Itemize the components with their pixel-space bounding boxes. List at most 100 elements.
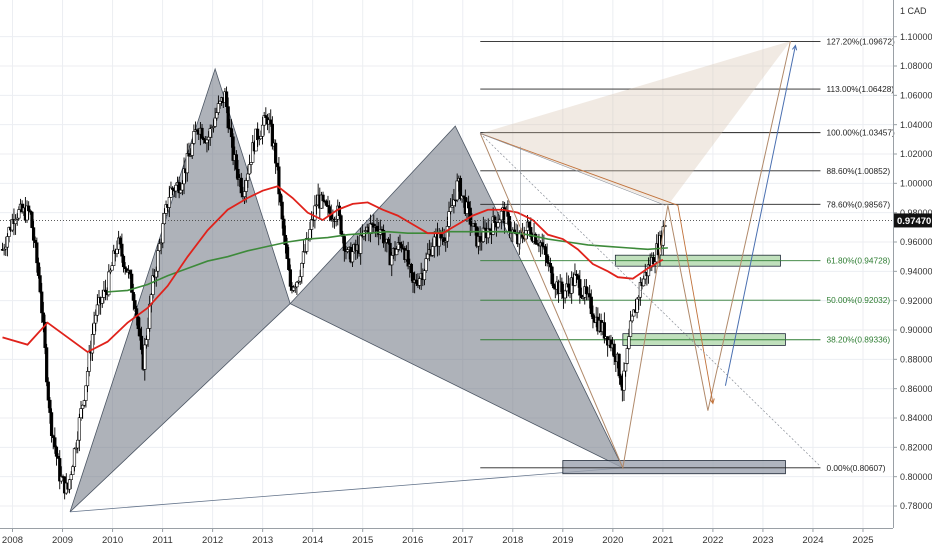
- price-bar-body: [573, 273, 577, 286]
- price-bar-body: [259, 136, 263, 140]
- price-bar-body: [274, 142, 278, 164]
- price-bar-body: [339, 215, 343, 235]
- projection-path[interactable]: [479, 40, 791, 470]
- price-bar-body: [46, 381, 50, 401]
- price-bar-body: [632, 309, 636, 317]
- price-bar-body: [288, 269, 292, 287]
- price-bar-body: [49, 412, 54, 437]
- price-bar-body: [143, 344, 147, 370]
- fib-level-label: 50.00%(0.92032): [826, 295, 890, 305]
- price-bar-body: [69, 474, 73, 480]
- y-tick-label: 0.78000: [900, 501, 932, 511]
- price-bar-body: [95, 304, 99, 316]
- price-bar-body: [661, 226, 665, 246]
- price-bar-body: [138, 328, 142, 337]
- price-bar-body: [324, 200, 328, 206]
- y-tick-label: 0.98000: [900, 208, 932, 218]
- price-bar-body: [612, 343, 616, 357]
- fib-level-label: 0.00%(0.80607): [826, 463, 885, 473]
- price-bar-body: [82, 400, 86, 406]
- projection-lines[interactable]: [479, 40, 821, 470]
- price-bar-body: [48, 399, 52, 413]
- price-bar-body: [123, 266, 127, 269]
- price-bar-body: [625, 348, 629, 364]
- price-bar-body: [256, 128, 260, 141]
- price-bar-body: [216, 103, 220, 113]
- price-bar-body: [87, 350, 91, 372]
- fib-level-label: 38.20%(0.89336): [826, 335, 890, 345]
- price-bar-body: [473, 223, 477, 228]
- price-bar-body: [499, 210, 503, 221]
- price-bar-body: [426, 253, 430, 260]
- price-bar-body: [310, 219, 314, 230]
- price-bar-body: [84, 385, 88, 401]
- fib-level-label: 113.00%(1.06428): [826, 84, 894, 94]
- y-tick-label: 0.80000: [900, 472, 932, 482]
- y-tick-label: 1.08000: [900, 61, 932, 71]
- price-bar-body: [27, 205, 31, 212]
- price-bar-body: [38, 275, 42, 293]
- target-zone-3[interactable]: [562, 460, 786, 475]
- x-tick-label: 2012: [202, 535, 223, 546]
- price-bar-body: [481, 227, 485, 242]
- price-bar-body: [278, 193, 283, 203]
- price-bar-body: [249, 162, 253, 165]
- price-bar-body: [635, 298, 639, 313]
- y-tick-label: 1.04000: [900, 120, 932, 130]
- price-bar-body: [108, 269, 113, 273]
- price-bar-body: [496, 222, 500, 228]
- x-tick-label: 2011: [152, 535, 172, 546]
- last-price-badge: [894, 213, 932, 228]
- price-bar-body: [406, 250, 410, 267]
- y-axis[interactable]: 0.78000 0.80000 0.82000 0.84000 0.86000 0.880…: [893, 32, 932, 511]
- price-bar-body: [257, 138, 261, 141]
- price-bar-body: [313, 205, 317, 221]
- y-tick-label: 0.86000: [900, 384, 932, 394]
- pattern-triangle-bcd[interactable]: [289, 125, 624, 469]
- price-bar-body: [422, 270, 427, 281]
- price-bar-body: [192, 131, 196, 144]
- price-bar-body: [414, 279, 418, 284]
- projection-path-secondary[interactable]: [480, 133, 714, 404]
- price-bar-body: [115, 248, 119, 254]
- ma-fast-line: [2, 185, 664, 354]
- price-bar-body: [208, 128, 212, 138]
- harmonic-pattern[interactable]: [69, 67, 624, 513]
- price-bar-body: [94, 314, 98, 324]
- price-bar-body: [244, 180, 248, 192]
- projection-arrow-line[interactable]: [724, 45, 796, 386]
- price-bar-body: [72, 448, 77, 468]
- price-bar-body: [534, 233, 538, 244]
- price-bar-body: [619, 375, 623, 385]
- price-bar-body: [624, 363, 628, 372]
- price-bar-body: [53, 437, 57, 448]
- price-bar-body: [247, 164, 252, 175]
- projection-helper-line: [480, 133, 821, 467]
- price-bar-body: [242, 191, 247, 197]
- price-bar-body: [167, 197, 171, 208]
- y-tick-label: 0.84000: [900, 413, 932, 423]
- x-axis[interactable]: 2008 2009 2010 2011 2012 2013 2014 2015 2016 2017…: [2, 528, 874, 546]
- price-bar-body: [120, 243, 124, 257]
- x-tick-label: 2023: [752, 535, 773, 546]
- x-tick-label: 2010: [102, 535, 123, 546]
- price-bars: [0, 86, 667, 500]
- price-bar-body: [107, 271, 111, 296]
- x-tick-label: 2020: [602, 535, 623, 546]
- price-bar-body: [185, 153, 189, 174]
- price-bar-body: [190, 143, 194, 156]
- x-tick-label: 2018: [502, 535, 523, 546]
- price-bar-body: [41, 312, 45, 323]
- price-bar-body: [550, 266, 554, 285]
- y-tick-label: 1.00000: [900, 179, 932, 189]
- projection-helper-line-2: [480, 133, 666, 206]
- pattern-triangle-xab[interactable]: [69, 67, 291, 513]
- price-bar-body: [432, 236, 436, 247]
- price-bar-body: [350, 251, 355, 263]
- price-bar-body: [638, 282, 642, 298]
- price-bar-body: [622, 370, 626, 391]
- fib-level-label: 61.80%(0.94728): [826, 256, 890, 266]
- price-bar-body: [424, 258, 428, 271]
- price-bar-body: [246, 173, 250, 181]
